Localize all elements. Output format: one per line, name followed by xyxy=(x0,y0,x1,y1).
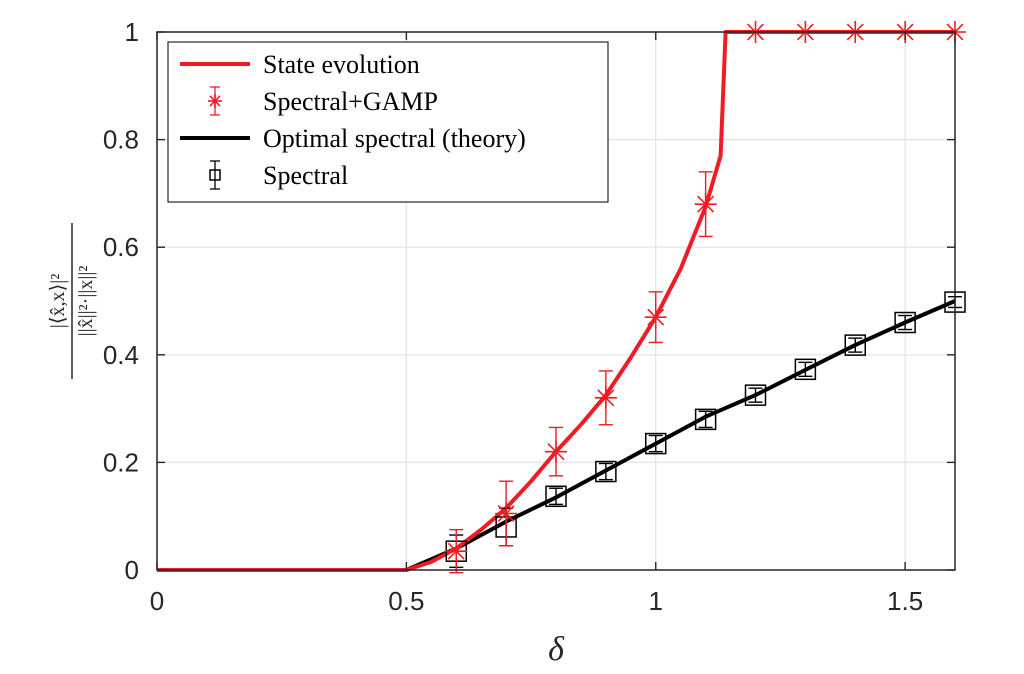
asterisk-marker xyxy=(445,540,468,563)
asterisk-marker xyxy=(545,440,567,463)
legend: State evolution Spectral+GAMP Optimal spec… xyxy=(167,41,609,203)
series-state-evolution xyxy=(157,30,955,572)
y-axis-label: |⟨x̂,x⟩|² ||x̂||²·||x||² xyxy=(47,223,97,379)
error-bar xyxy=(748,387,763,403)
legend-label: Spectral+GAMP xyxy=(263,87,438,116)
legend-entry: Optimal spectral (theory) xyxy=(180,124,526,153)
square-marker xyxy=(694,408,717,431)
square-marker xyxy=(794,358,817,381)
square-marker xyxy=(209,169,221,181)
legend-label: State evolution xyxy=(263,50,420,79)
asterisk-marker xyxy=(594,386,617,409)
y-tick-label: 0.6 xyxy=(103,232,139,262)
square-marker xyxy=(595,460,617,483)
square-marker xyxy=(894,311,916,334)
series-line xyxy=(157,30,955,572)
legend-entry: Spectral+GAMP xyxy=(208,86,438,116)
legend-label: Spectral xyxy=(263,161,348,190)
x-tick-label: 1 xyxy=(649,586,663,616)
error-bar xyxy=(549,487,563,506)
asterisk-stroke xyxy=(697,195,715,213)
y-tick-label: 0 xyxy=(125,555,139,585)
square-marker xyxy=(545,485,567,508)
y-tick-label: 0.8 xyxy=(103,125,139,155)
axes-frame xyxy=(156,31,956,571)
y-axis-label-denominator: ||x̂||²·||x||² xyxy=(75,266,97,337)
error-bar xyxy=(898,314,913,331)
x-tick-label: 0 xyxy=(150,586,164,616)
square-marker xyxy=(844,334,866,356)
asterisk-marker xyxy=(644,306,667,329)
error-bar xyxy=(848,337,863,353)
x-tick-label: 1.5 xyxy=(887,586,923,616)
asterisk-stroke xyxy=(209,95,221,107)
legend-box xyxy=(167,41,609,203)
square-marker xyxy=(744,384,767,406)
legend-entry: Spectral xyxy=(209,160,348,190)
y-tick-label: 0.2 xyxy=(103,447,139,477)
error-bar xyxy=(598,462,613,481)
square-marker xyxy=(645,432,667,455)
x-tick-label: 0.5 xyxy=(388,586,424,616)
ticks: 0 0.5 1 1.5 0 0.2 0.4 0.6 0.8 1 xyxy=(103,17,955,616)
error-bar xyxy=(698,410,713,429)
y-tick-label: 1 xyxy=(125,17,139,47)
axis-labels: δ |⟨x̂,x⟩|² ||x̂||²·||x||² xyxy=(47,223,565,668)
asterisk-stroke xyxy=(647,308,665,326)
asterisk-stroke xyxy=(597,389,615,407)
asterisk-marker xyxy=(495,502,518,525)
y-tick-label: 0.4 xyxy=(103,340,139,370)
legend-errorbar-swatch xyxy=(210,160,220,190)
error-bar xyxy=(798,361,813,378)
legend-label: Optimal spectral (theory) xyxy=(263,124,526,153)
asterisk-stroke xyxy=(547,443,565,461)
asterisk-marker xyxy=(694,193,717,216)
asterisk-marker xyxy=(208,94,222,108)
error-bar xyxy=(648,434,663,453)
asterisk-stroke xyxy=(447,542,465,560)
y-axis-label-numerator: |⟨x̂,x⟩|² xyxy=(47,274,69,329)
x-axis-label: δ xyxy=(548,631,565,668)
asterisk-stroke xyxy=(497,505,515,522)
legend-entry: State evolution xyxy=(180,50,420,79)
